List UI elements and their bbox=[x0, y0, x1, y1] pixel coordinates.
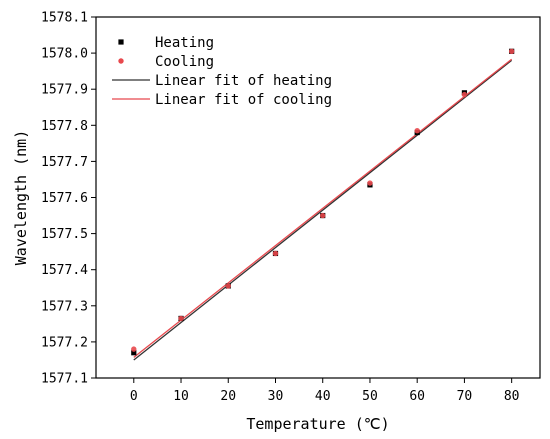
y-tick-label: 1577.8 bbox=[41, 119, 88, 134]
legend: Heating Cooling Linear fit of heating Linea… bbox=[112, 35, 332, 108]
cooling-point bbox=[320, 212, 326, 219]
y-axis-title: Wavelength (nm) bbox=[12, 130, 30, 265]
y-tick-label: 1577.9 bbox=[41, 83, 88, 98]
heating-point bbox=[131, 350, 137, 356]
y-tick-label: 1577.5 bbox=[41, 227, 88, 242]
x-tick-label: 10 bbox=[173, 389, 189, 404]
plot-frame bbox=[95, 16, 541, 379]
y-tick-label: 1577.4 bbox=[41, 263, 88, 278]
fit-lines bbox=[133, 58, 513, 361]
y-tick-label: 1577.7 bbox=[41, 155, 88, 170]
cooling-point bbox=[461, 91, 468, 98]
fit-line-3 bbox=[133, 58, 513, 358]
x-tick-label: 0 bbox=[130, 389, 138, 404]
legend-square-swatch bbox=[118, 39, 124, 45]
y-tick-label: 1578.1 bbox=[41, 11, 88, 26]
x-tick-label: 60 bbox=[409, 389, 425, 404]
cooling-point bbox=[225, 283, 231, 289]
axis-ticks: 0 10 20 30 40 50 60 70 80 1577.1 1577.2 1577.3 1577.… bbox=[41, 11, 519, 405]
cooling-point bbox=[508, 48, 515, 54]
y-tick-label: 1577.2 bbox=[41, 335, 88, 350]
cooling-point bbox=[131, 346, 137, 352]
cooling-point bbox=[272, 250, 279, 257]
legend-label: Linear fit of cooling bbox=[155, 92, 332, 108]
x-tick-label: 40 bbox=[315, 389, 331, 404]
x-tick-label: 30 bbox=[268, 389, 284, 404]
y-tick-label: 1577.6 bbox=[41, 191, 88, 206]
legend-label: Linear fit of heating bbox=[155, 73, 332, 89]
x-tick-label: 20 bbox=[220, 389, 236, 404]
legend-label: Cooling bbox=[155, 54, 214, 70]
cooling-point bbox=[414, 128, 420, 134]
x-tick-label: 70 bbox=[457, 389, 473, 404]
y-tick-label: 1578.0 bbox=[41, 47, 88, 62]
legend-label: Heating bbox=[155, 35, 214, 51]
x-tick-label: 50 bbox=[362, 389, 378, 404]
x-axis-title: Temperature (℃) bbox=[246, 415, 389, 433]
x-tick-label: 80 bbox=[504, 389, 520, 404]
cooling-point bbox=[367, 180, 373, 186]
cooling-point bbox=[178, 315, 184, 322]
y-tick-label: 1577.1 bbox=[41, 372, 88, 387]
fit-line-2 bbox=[133, 59, 513, 361]
y-tick-label: 1577.3 bbox=[41, 299, 88, 314]
legend-circle-swatch bbox=[118, 58, 124, 64]
data-points bbox=[131, 48, 515, 356]
